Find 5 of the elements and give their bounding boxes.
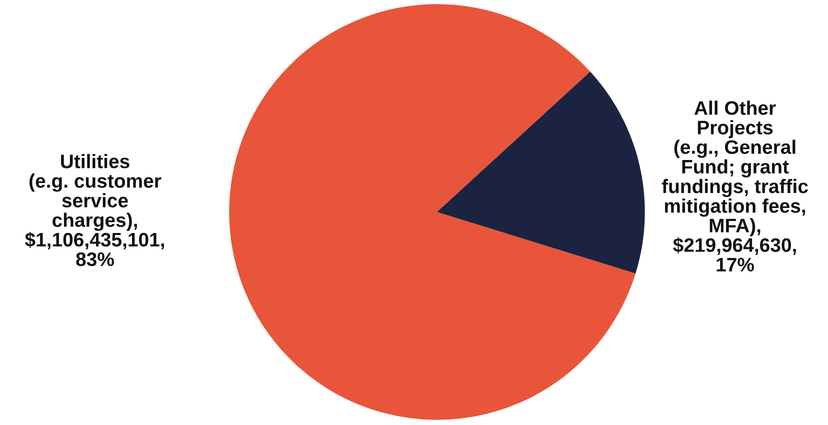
category-label: All Other Projects (e.g., General Fund; grant fundings, traffic mitigation fees, MFA), <box>662 100 808 236</box>
slice-label: Utilities (e.g. customer service charges), $1,106,435,101, 83% <box>24 154 164 266</box>
pie-slice <box>229 4 636 420</box>
pie-slice <box>437 72 645 274</box>
text: $219,964,630, 17% <box>673 237 796 272</box>
